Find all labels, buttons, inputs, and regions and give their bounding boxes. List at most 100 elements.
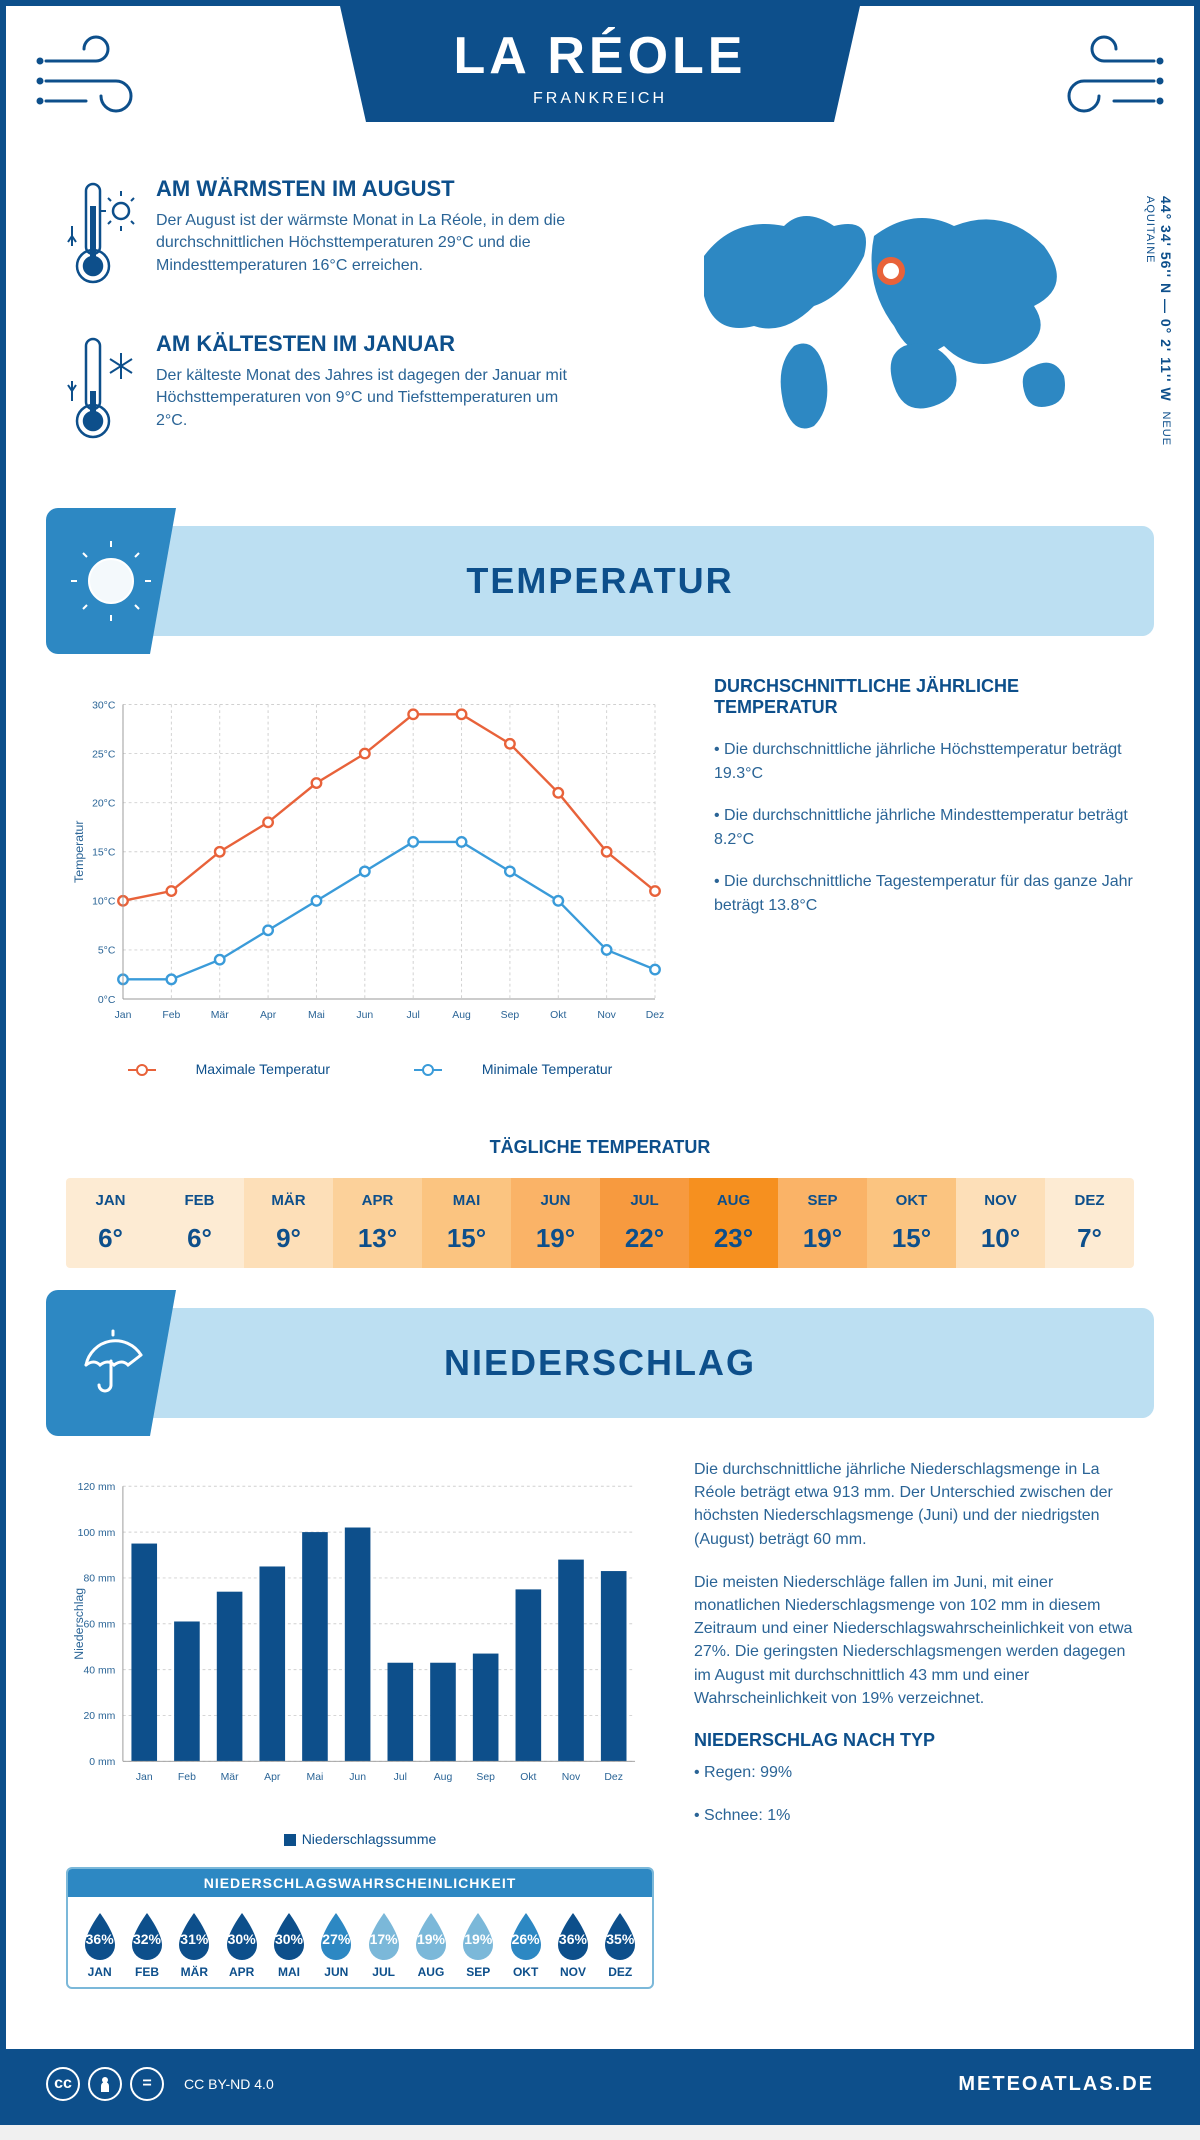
warmest-title: AM WÄRMSTEN IM AUGUST [156,176,576,202]
coldest-title: AM KÄLTESTEN IM JANUAR [156,331,576,357]
temp-cell: NOV10° [956,1178,1045,1268]
svg-text:20°C: 20°C [92,798,116,809]
svg-text:Aug: Aug [452,1010,471,1021]
svg-text:Jun: Jun [356,1010,373,1021]
svg-text:Mär: Mär [221,1772,239,1783]
prob-cell: 32% FEB [123,1909,170,1979]
svg-text:Feb: Feb [178,1772,196,1783]
svg-text:Okt: Okt [550,1010,566,1021]
page: LA RÉOLE FRANKREICH [0,0,1200,2125]
cc-icon: cc [46,2067,80,2101]
svg-text:60 mm: 60 mm [83,1620,115,1631]
prob-cell: 30% MAI [265,1909,312,1979]
svg-text:0 mm: 0 mm [89,1757,115,1768]
page-title: LA RÉOLE [420,26,780,86]
precipitation-probability: NIEDERSCHLAGSWAHRSCHEINLICHKEIT 36% JAN … [66,1867,654,1989]
coldest-text: Der kälteste Monat des Jahres ist dagege… [156,365,576,432]
svg-text:120 mm: 120 mm [78,1482,116,1493]
svg-text:Dez: Dez [604,1772,623,1783]
warmest-text: Der August ist der wärmste Monat in La R… [156,210,576,277]
prob-cell: 36% NOV [549,1909,596,1979]
warmest-block: AM WÄRMSTEN IM AUGUST Der August ist der… [66,176,614,301]
temp-cell: APR13° [333,1178,422,1268]
section-title: NIEDERSCHLAG [46,1342,1154,1384]
temp-bullet: • Die durchschnittliche jährliche Höchst… [714,738,1134,786]
world-map: 44° 34' 56'' N — 0° 2' 11'' W NEUE AQUIT… [654,176,1134,486]
svg-text:25°C: 25°C [92,749,116,760]
svg-text:40 mm: 40 mm [83,1665,115,1676]
prob-cell: 30% APR [218,1909,265,1979]
svg-text:10°C: 10°C [92,897,116,908]
prob-cell: 27% JUN [313,1909,360,1979]
title-banner: LA RÉOLE FRANKREICH [340,6,860,122]
svg-text:Okt: Okt [520,1772,536,1783]
svg-text:15°C: 15°C [92,848,116,859]
temp-cell: SEP19° [778,1178,867,1268]
precipitation-info: Die durchschnittliche jährliche Niedersc… [694,1458,1134,1989]
header: LA RÉOLE FRANKREICH [6,6,1194,166]
prob-cell: 17% JUL [360,1909,407,1979]
svg-text:Nov: Nov [562,1772,581,1783]
svg-text:30°C: 30°C [92,700,116,711]
svg-text:Apr: Apr [264,1772,281,1783]
precipitation-chart: 0 mm 20 mm 40 mm 60 mm 80 mm 100 mm 120 mm Jan F… [66,1458,654,1847]
temp-cell: DEZ7° [1045,1178,1134,1268]
temp-cell: MAI15° [422,1178,511,1268]
coordinates: 44° 34' 56'' N — 0° 2' 11'' W NEUE AQUIT… [1142,196,1174,486]
daily-temperature: TÄGLICHE TEMPERATUR JAN6° FEB6° MÄR9° AP… [6,1117,1194,1308]
temp-cell: JUN19° [511,1178,600,1268]
prob-cell: 35% DEZ [597,1909,644,1979]
svg-text:Jun: Jun [349,1772,366,1783]
temp-cell: OKT15° [867,1178,956,1268]
temp-legend: Maximale Temperatur Minimale Temperatur [66,1061,674,1077]
prob-cell: 19% SEP [455,1909,502,1979]
svg-text:Jan: Jan [136,1772,153,1783]
by-icon [88,2067,122,2101]
footer: cc = CC BY-ND 4.0 METEOATLAS.DE [6,2049,1194,2119]
daily-temp-title: TÄGLICHE TEMPERATUR [66,1137,1134,1158]
svg-text:Jul: Jul [394,1772,407,1783]
sun-icon [46,508,176,654]
svg-text:Dez: Dez [646,1010,665,1021]
svg-text:0°C: 0°C [98,995,116,1006]
intro-section: AM WÄRMSTEN IM AUGUST Der August ist der… [6,166,1194,526]
precip-para: Die meisten Niederschläge fallen im Juni… [694,1571,1134,1710]
svg-text:Aug: Aug [434,1772,453,1783]
svg-text:100 mm: 100 mm [78,1528,116,1539]
svg-text:Temperatur: Temperatur [72,821,86,883]
prob-cell: 36% JAN [76,1909,123,1979]
svg-text:Sep: Sep [476,1772,495,1783]
temp-bullet: • Die durchschnittliche jährliche Mindes… [714,804,1134,852]
temperature-info: DURCHSCHNITTLICHE JÄHRLICHE TEMPERATUR •… [714,676,1134,1077]
nd-icon: = [130,2067,164,2101]
temperature-chart: 0°C5°C10°C15°C20°C25°C30°CJanFebMärAprMa… [66,676,674,1077]
svg-text:80 mm: 80 mm [83,1574,115,1585]
license-icons: cc = CC BY-ND 4.0 [46,2067,274,2101]
section-header-temperature: TEMPERATUR [46,526,1154,636]
wind-icon [1044,31,1164,121]
svg-text:20 mm: 20 mm [83,1711,115,1722]
svg-text:Nov: Nov [597,1010,616,1021]
precip-type-title: NIEDERSCHLAG NACH TYP [694,1730,1134,1751]
umbrella-icon [46,1290,176,1436]
thermometer-hot-icon [66,176,136,301]
license-text: CC BY-ND 4.0 [184,2076,274,2092]
page-subtitle: FRANKREICH [420,90,780,108]
temp-cell: MÄR9° [244,1178,333,1268]
temp-cell: JUL22° [600,1178,689,1268]
svg-text:Mär: Mär [211,1010,229,1021]
svg-text:Apr: Apr [260,1010,277,1021]
temp-bullet: • Die durchschnittliche Tagestemperatur … [714,870,1134,918]
brand: METEOATLAS.DE [958,2073,1154,2096]
temp-cell: JAN6° [66,1178,155,1268]
section-header-precipitation: NIEDERSCHLAG [46,1308,1154,1418]
svg-text:Mai: Mai [308,1010,325,1021]
svg-text:Niederschlag: Niederschlag [72,1588,86,1660]
prob-cell: 31% MÄR [171,1909,218,1979]
precip-type-bullet: • Schnee: 1% [694,1804,1134,1827]
prob-header: NIEDERSCHLAGSWAHRSCHEINLICHKEIT [68,1869,652,1897]
section-title: TEMPERATUR [46,560,1154,602]
precip-para: Die durchschnittliche jährliche Niedersc… [694,1458,1134,1551]
svg-text:Feb: Feb [162,1010,180,1021]
thermometer-cold-icon [66,331,136,456]
